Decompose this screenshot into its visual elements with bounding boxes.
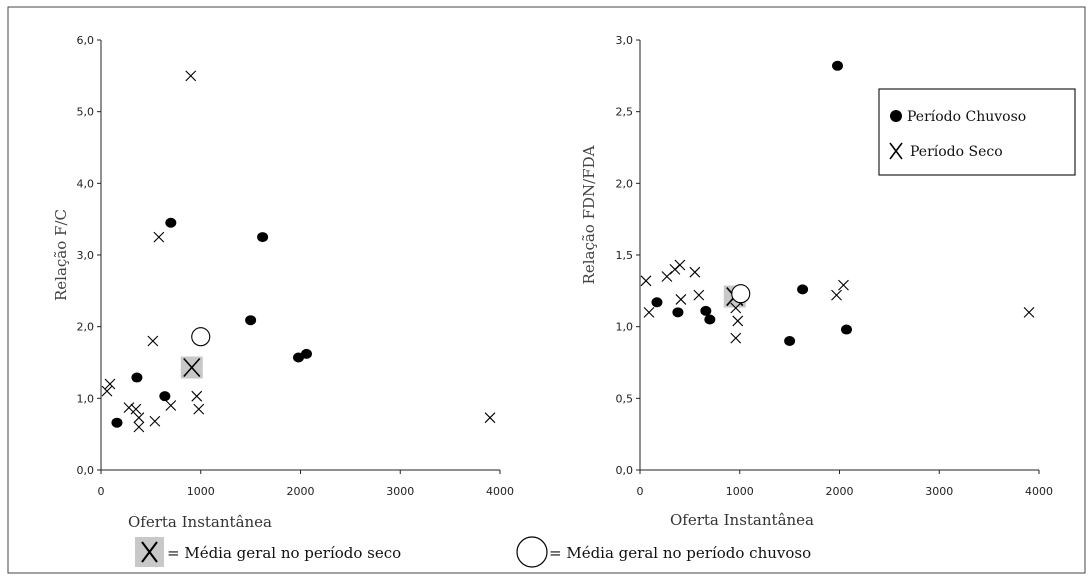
chart-right-x-tick-label: 1000 xyxy=(726,485,754,498)
chart-left-point-seco xyxy=(484,412,496,424)
chart-right-point-seco xyxy=(674,259,686,271)
chart-left-y-tick-label: 6,0 xyxy=(77,34,95,47)
chart-left-y-tick-label: 5,0 xyxy=(77,106,95,119)
footer-chuvoso-mean-label: = Média geral no período chuvoso xyxy=(549,544,811,562)
chart-left-point-chuvoso xyxy=(159,391,171,402)
chart-right-x-tick-label: 0 xyxy=(637,485,644,498)
chart-right-point-chuvoso xyxy=(784,336,796,346)
chart-left-point-seco xyxy=(101,385,113,397)
chart-left-point-chuvoso xyxy=(300,348,312,359)
chart-right-plot: 0,0 0,5 1,0 1,5 2,0 2,5 3,0 0 1000 2000 3000 4000 xyxy=(616,34,1054,498)
chart-right-y-tick-label: 0,5 xyxy=(616,392,634,405)
chart-right-mean-chuvoso-circle xyxy=(731,284,751,304)
chart-left-plot: 0,0 1,0 2,0 3,0 4,0 5,0 6,0 0 1000 2000 3000 4000 xyxy=(77,34,515,498)
chart-left-point-seco xyxy=(133,421,145,433)
chart-right-point-seco xyxy=(675,294,687,305)
chart-right-y-tick-label: 3,0 xyxy=(616,34,634,47)
chart-right-y-axis-title: Relação FDN/FDA xyxy=(580,145,598,284)
chart-left-y-axis-title: Relação F/C xyxy=(52,209,70,301)
chart-right-point-chuvoso xyxy=(704,314,716,325)
legend-filled-circle-icon xyxy=(890,110,902,122)
chart-right-y-tick-label: 2,5 xyxy=(616,106,634,119)
chart-right-y-tick-label: 1,0 xyxy=(616,321,634,334)
chart-left-point-seco xyxy=(133,412,145,424)
chart-left-y-tick-label: 4,0 xyxy=(77,177,95,190)
chart-right-point-seco xyxy=(732,315,744,327)
chart-left-point-seco xyxy=(123,402,135,414)
footer-chuvoso-mean-circle-icon xyxy=(516,536,548,568)
chart-left-x-tick-label: 2000 xyxy=(287,485,315,498)
chart-right-y-tick-label: 0,0 xyxy=(616,464,634,477)
chart-right-point-seco xyxy=(838,279,849,291)
chart-left-point-seco xyxy=(149,415,161,427)
chart-left-x-tick-label: 4000 xyxy=(486,485,514,498)
chart-left-y-tick-label: 0,0 xyxy=(77,464,95,477)
chart-left-point-seco xyxy=(147,335,159,347)
footer-seco-mean-x-icon xyxy=(141,541,158,563)
chart-right-point-seco xyxy=(643,306,655,318)
chart-right-x-axis-title: Oferta Instantânea xyxy=(670,511,814,529)
chart-left-point-chuvoso xyxy=(111,417,123,428)
chart-left: 0,0 1,0 2,0 3,0 4,0 5,0 6,0 0 1000 2000 3000 4000 O… xyxy=(52,34,514,531)
chart-right-point-chuvoso xyxy=(840,324,852,335)
chart-right-x-tick-label: 4000 xyxy=(1025,485,1053,498)
chart-right-point-chuvoso xyxy=(672,307,684,318)
chart-left-x-axis-title: Oferta Instantânea xyxy=(128,513,272,531)
chart-left-x-tick-label: 3000 xyxy=(386,485,414,498)
chart-left-x-tick-label: 0 xyxy=(98,485,105,498)
chart-left-mean-seco-x xyxy=(183,357,201,378)
chart-right-point-chuvoso xyxy=(700,305,712,316)
chart-right-point-seco xyxy=(693,289,705,301)
chart-left-point-seco xyxy=(165,400,177,411)
chart-right-point-seco xyxy=(831,289,842,301)
chart-left-point-seco xyxy=(130,403,142,415)
chart-right-point-seco xyxy=(689,266,701,278)
chart-left-point-seco xyxy=(185,70,197,82)
chart-left-point-seco xyxy=(153,231,165,243)
footer-key: = Média geral no período seco = Média ge… xyxy=(135,536,811,568)
chart-right-y-tick-label: 2,0 xyxy=(616,177,634,190)
legend-label-seco: Período Seco xyxy=(910,144,1003,160)
chart-left-point-chuvoso xyxy=(257,232,269,243)
chart-right-x-tick-label: 2000 xyxy=(826,485,854,498)
chart-right-point-seco xyxy=(730,302,742,314)
chart-right-point-chuvoso xyxy=(797,284,809,295)
chart-right-y-tick-label: 1,5 xyxy=(616,249,634,262)
legend-x-marker-icon xyxy=(889,142,903,160)
chart-left-y-tick-label: 1,0 xyxy=(77,392,95,405)
chart-right-point-seco xyxy=(1023,306,1035,318)
chart-left-point-seco xyxy=(193,403,205,415)
chart-right-point-chuvoso xyxy=(832,60,844,71)
chart-left-x-tick-label: 1000 xyxy=(187,485,215,498)
chart-right-point-chuvoso xyxy=(651,297,663,308)
legend-label-chuvoso: Período Chuvoso xyxy=(907,109,1026,125)
legend: Período Chuvoso Período Seco xyxy=(878,88,1076,176)
chart-right-x-tick-label: 3000 xyxy=(925,485,953,498)
chart-right-point-seco xyxy=(640,275,652,287)
chart-left-point-seco xyxy=(191,390,203,402)
footer-seco-mean-label: = Média geral no período seco xyxy=(167,544,401,562)
chart-left-point-chuvoso xyxy=(165,217,177,228)
chart-left-point-chuvoso xyxy=(245,315,257,326)
chart-left-y-tick-label: 2,0 xyxy=(77,321,95,334)
chart-left-point-seco xyxy=(104,378,116,390)
chart-left-y-tick-label: 3,0 xyxy=(77,249,95,262)
chart-left-point-chuvoso xyxy=(131,372,143,383)
legend-box xyxy=(878,88,1076,176)
chart-right-point-seco xyxy=(661,271,673,282)
chart-right-point-seco xyxy=(730,332,742,344)
chart-left-mean-chuvoso-circle xyxy=(191,327,211,347)
chart-right: 0,0 0,5 1,0 1,5 2,0 2,5 3,0 0 1000 2000 3000 4000 O… xyxy=(580,34,1053,529)
